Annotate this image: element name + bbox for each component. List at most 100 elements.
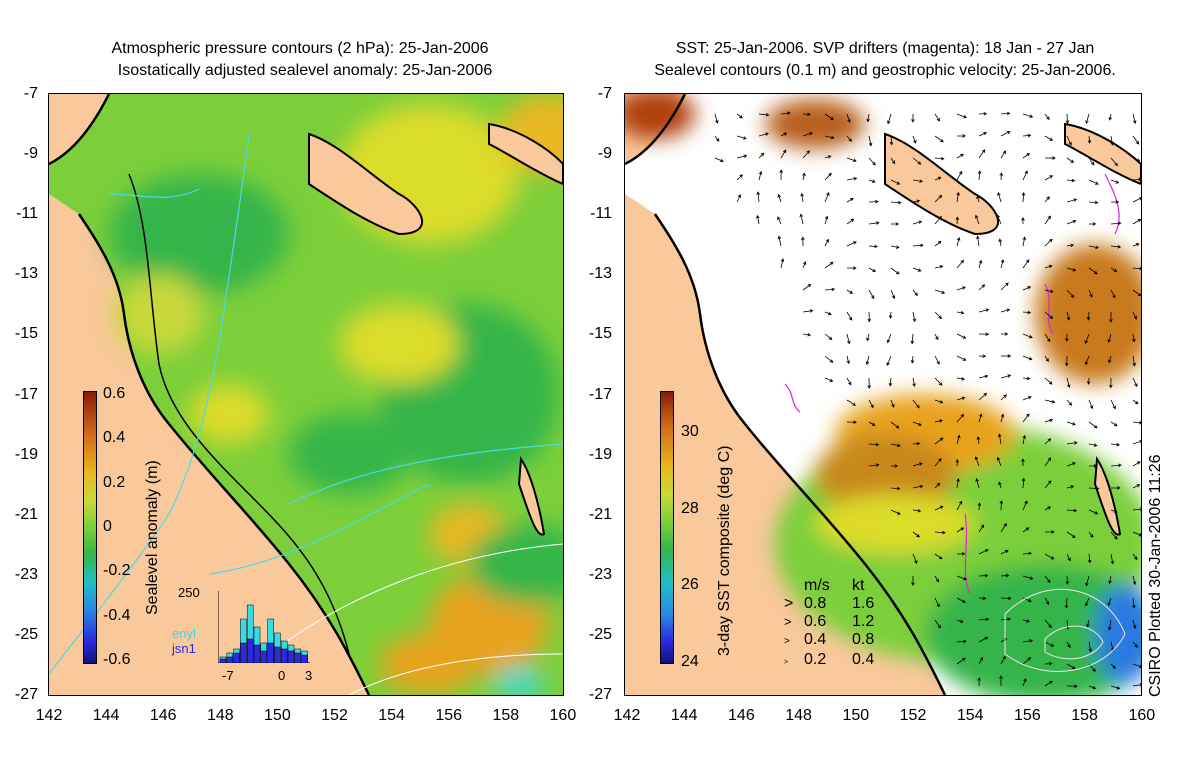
longitude-label: 142 <box>35 707 63 724</box>
velocity-vectors <box>714 111 1141 690</box>
colorbar-tick: 0.4 <box>103 429 126 447</box>
velocity-vector <box>934 113 940 122</box>
velocity-vector <box>1044 264 1053 269</box>
velocity-vector <box>974 456 980 467</box>
longitude-label: 148 <box>785 707 812 724</box>
velocity-arrow-icon: > <box>784 595 794 612</box>
velocity-vector <box>934 597 940 608</box>
velocity-vector <box>824 215 829 225</box>
velocity-vector <box>890 179 901 185</box>
longitude-label: 156 <box>435 707 463 724</box>
sst-colorbar <box>660 391 674 664</box>
new-guinea-islands <box>308 132 424 236</box>
velocity-vector <box>978 308 990 313</box>
velocity-vector <box>824 155 832 159</box>
velocity-vector <box>846 311 853 321</box>
velocity-vector <box>1066 684 1078 688</box>
velocity-vector <box>1066 531 1076 538</box>
latitude-label: -19 <box>588 445 612 463</box>
velocity-vector <box>777 216 782 225</box>
colorbar-tick: -0.6 <box>103 651 131 668</box>
velocity-vector <box>1022 259 1030 269</box>
coastline <box>49 94 371 695</box>
sealevel-colorbar-label: Sealevel anomaly (m) <box>144 460 161 615</box>
velocity-vector <box>780 111 791 115</box>
drifter-track <box>1044 283 1054 335</box>
velocity-vector <box>1084 333 1090 345</box>
velocity-vector <box>934 289 946 294</box>
velocity-vector <box>912 399 920 409</box>
velocity-vector <box>1022 286 1032 291</box>
velocity-vector <box>912 289 918 297</box>
velocity-vector <box>758 170 763 181</box>
velocity-vector <box>997 433 1002 445</box>
velocity-vector <box>1110 221 1122 226</box>
histogram-legend-enyl: enyl <box>172 626 196 641</box>
left-title-line1: Atmospheric pressure contours (2 hPa): 2… <box>111 40 489 57</box>
velocity-vector <box>1088 179 1099 185</box>
colorbar-tick: 24 <box>681 653 699 670</box>
velocity-vector <box>956 413 965 423</box>
drifter-track <box>964 513 971 595</box>
colorbar-tick: 0.6 <box>103 385 126 402</box>
velocity-vector <box>956 191 960 203</box>
velocity-vector <box>1086 311 1091 321</box>
velocity-vector <box>975 477 980 489</box>
velocity-vector <box>890 421 900 429</box>
longitude-label: 158 <box>1071 707 1098 724</box>
pressure-contour <box>108 188 200 198</box>
longitude-label: 154 <box>956 707 984 724</box>
velocity-vector <box>934 333 939 341</box>
longitude-label: 144 <box>92 707 120 724</box>
velocity-vector <box>1132 157 1141 162</box>
velocity-vector <box>868 421 876 426</box>
velocity-vector <box>1132 218 1141 225</box>
velocity-vector <box>912 553 918 564</box>
velocity-vector <box>956 153 964 159</box>
histogram-xlabel: 3 <box>305 668 313 683</box>
histogram-bar-jsn1 <box>274 646 281 663</box>
longitude-label: 154 <box>378 707 405 724</box>
velocity-vector <box>1110 179 1120 184</box>
velocity-vector <box>1000 394 1008 401</box>
velocity-vector <box>1044 575 1051 584</box>
sst-colorbar-label: 3-day SST composite (deg C) <box>716 445 733 656</box>
velocity-vector <box>846 157 857 163</box>
velocity-vector <box>1066 508 1078 513</box>
velocity-vector <box>1088 200 1099 205</box>
velocity-vector <box>911 113 915 123</box>
velocity-vector <box>1110 267 1118 272</box>
velocity-vector <box>1000 308 1011 313</box>
velocity-vector <box>1066 399 1073 406</box>
velocity-key-row: >0.8 1.6 <box>784 595 894 613</box>
velocity-vector <box>1022 236 1027 247</box>
velocity-vector <box>1044 641 1055 647</box>
velocity-vector <box>1000 596 1012 601</box>
colorbar-tick: 26 <box>681 576 699 594</box>
velocity-vector <box>1066 421 1076 426</box>
velocity-vector <box>1044 175 1054 181</box>
velocity-vector <box>978 617 990 622</box>
velocity-vector <box>1022 575 1034 580</box>
velocity-vector <box>1110 531 1118 540</box>
histogram-bar-jsn1 <box>260 650 268 663</box>
histogram-bar-jsn1 <box>233 652 240 663</box>
velocity-vector <box>1066 553 1071 562</box>
velocity-vector <box>1000 282 1009 291</box>
velocity-vector <box>1066 135 1072 146</box>
velocity-vector <box>1022 396 1032 401</box>
velocity-vector <box>1022 657 1032 665</box>
velocity-vector <box>1066 441 1078 445</box>
velocity-vector <box>910 333 915 345</box>
velocity-arrow-icon: > <box>784 614 792 629</box>
longitude-label: 156 <box>1014 707 1041 724</box>
velocity-vector <box>1087 135 1092 144</box>
velocity-vector <box>756 191 761 203</box>
velocity-vector <box>1088 464 1098 468</box>
latitude-label: -7 <box>597 85 612 102</box>
velocity-vector <box>956 639 967 644</box>
histogram-bar-jsn1 <box>240 642 247 663</box>
latitude-label: -9 <box>597 145 612 163</box>
velocity-vector <box>1000 259 1005 269</box>
longitude-label: 150 <box>842 707 870 724</box>
